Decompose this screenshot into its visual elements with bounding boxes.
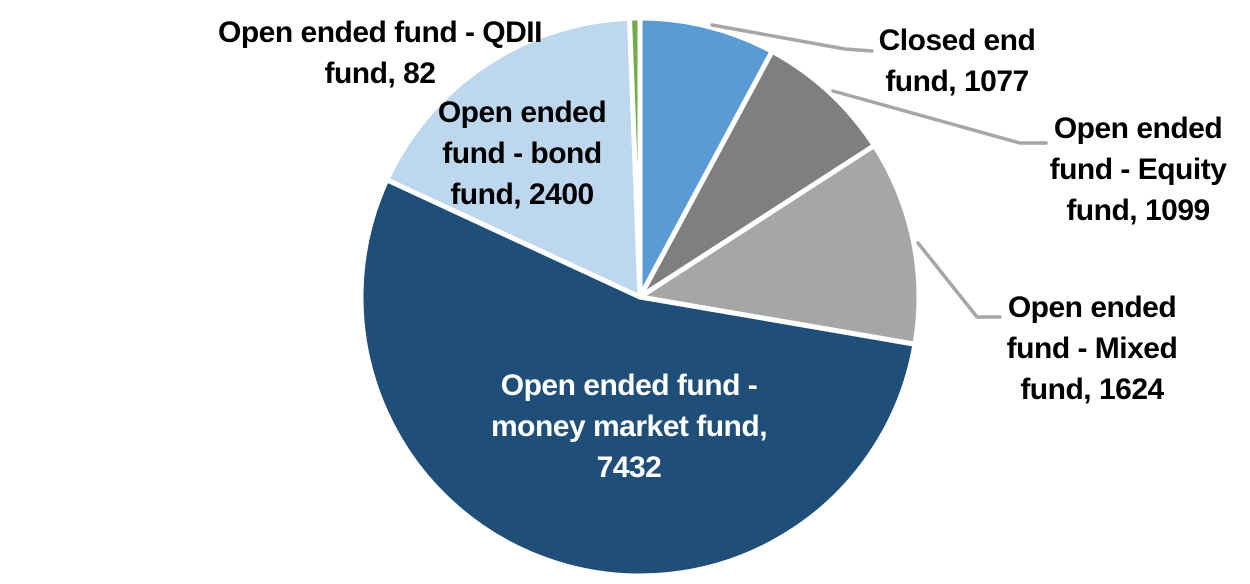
data-label-bond-fund: Open ended fund - bond fund, 2400 <box>362 92 682 215</box>
data-label-money-market-fund: Open ended fund - money market fund, 743… <box>379 365 879 488</box>
data-label-closed-end-fund: Closed end fund, 1077 <box>797 20 1117 102</box>
data-label-line: fund, 1624 <box>1020 373 1164 406</box>
data-label-line: Open ended fund - QDII <box>218 16 542 49</box>
data-label-line: fund, 82 <box>324 57 436 90</box>
data-label-line: Open ended <box>1053 112 1223 145</box>
callout-line-mixed-fund <box>916 241 1002 319</box>
data-label-line: Closed end <box>878 24 1036 57</box>
data-label-line: fund - Mixed <box>1006 332 1178 365</box>
data-label-mixed-fund: Open ended fund - Mixed fund, 1624 <box>932 287 1250 410</box>
data-label-line: fund - Equity <box>1049 153 1227 186</box>
pie-slice-equity-fund <box>637 48 877 300</box>
callout-line-equity-fund <box>831 89 1048 145</box>
pie-slice-bond-fund <box>384 15 643 300</box>
data-label-line: fund, 2400 <box>450 178 594 211</box>
data-label-line: money market fund, <box>490 410 768 443</box>
pie-slice-closed-end-fund <box>637 15 775 300</box>
data-label-line: fund - bond <box>442 137 602 170</box>
pie-slice-qdii-fund <box>627 15 643 300</box>
pie-slice-money-market-fund <box>358 177 918 579</box>
data-label-equity-fund: Open ended fund - Equity fund, 1099 <box>978 108 1250 231</box>
data-label-line: 7432 <box>596 451 662 484</box>
data-label-line: Open ended <box>1007 291 1177 324</box>
callout-line-closed-end-fund <box>710 23 874 53</box>
data-label-qdii-fund: Open ended fund - QDII fund, 82 <box>180 12 580 94</box>
data-label-line: Open ended <box>437 96 607 129</box>
pie-slice-mixed-fund <box>637 143 922 347</box>
data-label-line: Open ended fund - <box>500 369 758 402</box>
data-label-line: fund, 1077 <box>885 65 1029 98</box>
data-label-line: fund, 1099 <box>1066 194 1210 227</box>
